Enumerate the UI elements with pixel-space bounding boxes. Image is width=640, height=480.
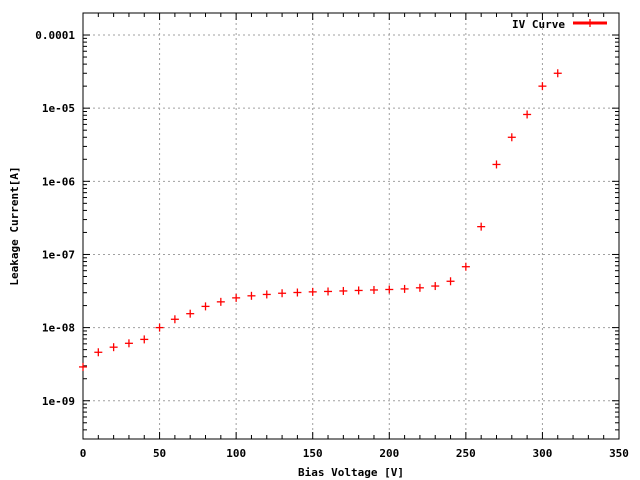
data-point — [109, 343, 118, 352]
x-tick-label: 150 — [303, 447, 323, 460]
data-point — [247, 291, 256, 300]
x-tick-label: 100 — [226, 447, 246, 460]
data-point — [446, 277, 455, 286]
data-point — [385, 285, 394, 294]
data-point — [94, 348, 103, 357]
data-point — [339, 286, 348, 295]
data-point — [155, 323, 164, 332]
data-point — [492, 160, 501, 169]
legend-label: IV Curve — [512, 18, 565, 31]
data-point — [324, 287, 333, 296]
plot-frame — [82, 12, 620, 440]
data-point — [186, 309, 195, 318]
y-tick-label: 0.0001 — [35, 29, 75, 42]
data-point — [553, 69, 562, 78]
x-tick-label: 0 — [80, 447, 87, 460]
data-point — [523, 110, 532, 119]
y-tick-label: 1e-08 — [42, 322, 75, 335]
data-point — [507, 133, 516, 142]
x-tick-label: 200 — [379, 447, 399, 460]
x-tick-label: 50 — [153, 447, 166, 460]
legend: IV Curve — [512, 18, 607, 31]
data-point — [170, 315, 179, 324]
ticks-layer: 0 50 100 150 200 250 300 350 1e-09 1e-08 1e-07 1e-0… — [35, 12, 629, 460]
x-tick-label: 300 — [532, 447, 552, 460]
data-point — [201, 302, 210, 311]
data-point — [431, 282, 440, 291]
points-layer — [79, 69, 562, 371]
data-point — [232, 293, 241, 302]
data-point — [293, 288, 302, 297]
grid-layer — [83, 13, 619, 439]
data-point — [308, 287, 317, 296]
data-point — [124, 339, 133, 348]
data-point — [369, 285, 378, 294]
y-tick-label: 1e-06 — [42, 175, 75, 188]
data-point — [79, 362, 87, 371]
y-tick-label: 1e-09 — [42, 395, 75, 408]
x-tick-label: 350 — [609, 447, 629, 460]
data-point — [400, 284, 409, 293]
data-point — [461, 262, 470, 271]
data-point — [415, 283, 424, 292]
x-axis-label: Bias Voltage [V] — [298, 466, 404, 479]
y-tick-label: 1e-07 — [42, 248, 75, 261]
data-point — [216, 297, 225, 306]
data-point — [140, 335, 149, 344]
x-tick-label: 250 — [456, 447, 476, 460]
data-point — [477, 222, 486, 231]
data-point — [354, 286, 363, 295]
data-point — [278, 289, 287, 298]
data-point — [538, 82, 547, 91]
data-point — [262, 290, 271, 299]
y-axis-label: Leakage Current[A] — [8, 166, 21, 285]
y-tick-label: 1e-05 — [42, 102, 75, 115]
